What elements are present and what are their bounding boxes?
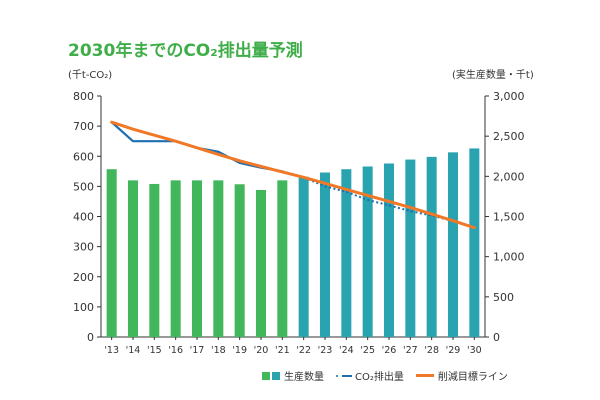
legend-swatch-target [415,374,434,377]
y-tick-label-right: 0 [493,331,500,344]
bar-16 [170,180,181,337]
bar-30 [469,148,480,337]
co2-point [345,191,347,193]
y-tick-label-right: 500 [493,291,514,304]
bar-26 [384,163,394,337]
bar-17 [192,180,202,337]
y-tick-label-right: 3,000 [493,90,525,103]
co2-point [324,185,326,187]
y-tick-label-right: 1,500 [493,211,525,224]
x-tick-label: '28 [424,345,439,356]
x-tick-label: '27 [403,345,418,356]
bar-25 [362,166,373,337]
x-tick-label: '18 [211,345,226,356]
right-axis-unit-label: (実生産数量・千t) [452,70,534,81]
bar-24 [341,169,352,337]
x-tick-label: '30 [467,345,482,356]
x-tick-label: '23 [318,345,333,356]
bar-29 [448,152,458,337]
y-tick-label-left: 400 [73,211,94,224]
y-tick-label-right: 2,000 [493,170,525,183]
y-tick-label-left: 100 [73,301,94,314]
legend-swatch-co2 [336,372,352,380]
y-tick-label-left: 600 [73,150,94,163]
co2-point [132,140,134,142]
x-tick-label: '16 [168,345,183,356]
legend-item-co2: CO₂排出量 [336,368,404,383]
bar-27 [405,159,416,337]
x-tick-label: '22 [296,345,311,356]
x-tick-label: '13 [104,345,119,356]
co2-point [409,210,411,212]
bar-19 [234,184,245,337]
legend: 生産数量 CO₂排出量 削減目標ライン [262,368,520,383]
bar-28 [426,156,437,337]
co2-point [367,199,369,201]
bar-18 [213,180,224,337]
bar-14 [128,180,138,337]
co2-point [153,140,155,142]
co2-point [388,204,390,206]
y-tick-label-left: 700 [73,120,94,133]
bar-15 [149,183,160,337]
legend-label-co2: CO₂排出量 [355,372,404,383]
legend-item-target: 削減目標ライン [415,368,508,383]
bar-20 [256,189,266,337]
y-tick-label-left: 300 [73,241,94,254]
legend-swatch-forecast [272,371,280,380]
x-tick-label: '25 [360,345,375,356]
bar-13 [106,169,117,337]
x-tick-label: '21 [275,345,290,356]
legend-swatch-actual [262,371,270,380]
y-tick-label-left: 0 [87,331,94,344]
y-tick-label-right: 2,500 [493,130,525,143]
x-tick-label: '20 [254,345,269,356]
x-tick-label: '26 [382,345,397,356]
x-tick-label: '17 [190,345,205,356]
y-tick-label-left: 200 [73,271,94,284]
target-line [110,120,476,230]
y-tick-label-left: 500 [73,180,94,193]
y-tick-label-right: 1,000 [493,251,525,264]
bar-23 [320,172,330,337]
x-tick-label: '14 [126,345,141,356]
bar-22 [298,176,309,337]
legend-label-bars: 生産数量 [284,372,324,383]
legend-item-bars: 生産数量 [262,368,324,383]
left-axis-unit-label: (千t-CO₂) [68,70,113,81]
co2-point [239,162,241,164]
x-tick-label: '29 [446,345,461,356]
y-tick-label-left: 800 [73,90,94,103]
bar-21 [277,180,288,337]
legend-label-target: 削減目標ライン [437,372,508,383]
chart-title: 2030年までのCO₂排出量予測 [68,41,303,61]
co2-point [217,151,219,153]
x-tick-label: '24 [339,345,354,356]
x-tick-label: '15 [147,345,162,356]
x-tick-label: '19 [232,345,247,356]
